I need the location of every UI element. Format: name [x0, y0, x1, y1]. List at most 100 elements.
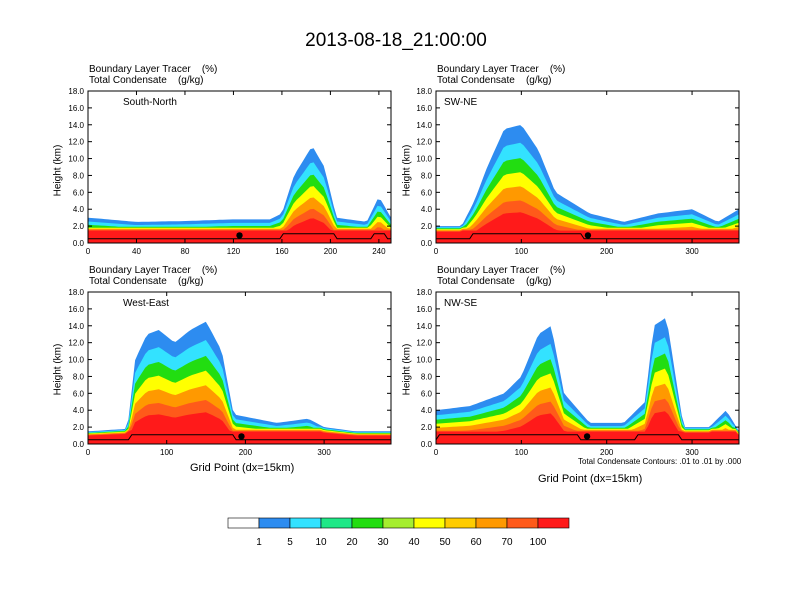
terrain-line [87, 233, 391, 241]
y-tick-label: 14.0 [416, 322, 432, 331]
colorbar-swatch [320, 517, 353, 529]
colorbar-swatch [289, 517, 322, 529]
colorbar-swatch [227, 517, 260, 529]
x-tick-label: 0 [86, 247, 91, 256]
colorbar: 1 5 10 20 30 40 50 60 70 100 [227, 517, 570, 548]
colorbar-swatch [444, 517, 477, 529]
contour-footnote: Total Condensate Contours: .01 to .01 by… [578, 457, 742, 466]
panel-title-line2: Total Condensate (g/kg) [437, 75, 552, 86]
location-marker [236, 232, 243, 239]
x-tick-label: 200 [600, 247, 614, 256]
plot-frame [435, 90, 740, 244]
x-tick-label: 100 [515, 247, 529, 256]
x-tick-label: 200 [600, 448, 614, 457]
y-tick-label: 10.0 [68, 356, 84, 365]
plot-frame [435, 291, 740, 445]
colorbar-label: 5 [287, 537, 293, 548]
location-marker [583, 433, 591, 440]
cross-section-plot: 0.0 2.0 4.0 6.0 8.0 10.0 12.0 14.0 16.0 18.0 0 100 2… [416, 288, 740, 457]
plot-area: 0.0 2.0 4.0 6.0 8.0 10.0 12.0 14.0 16.0 18.0 0 100 2… [416, 288, 740, 457]
y-tick-label: 14.0 [68, 322, 84, 331]
tracer-band [436, 212, 739, 243]
y-tick-label: 4.0 [73, 406, 85, 415]
colorbar-label: 1 [256, 537, 262, 548]
y-tick-label: 0.0 [73, 239, 85, 248]
y-axis-label: Height (km) [401, 343, 413, 396]
plot-area: 0.0 2.0 4.0 6.0 8.0 10.0 12.0 14.0 16.0 18.0 0 100 2… [416, 87, 740, 256]
y-tick-label: 0.0 [421, 239, 433, 248]
tracer-field [436, 125, 739, 243]
panel-label: South-North [123, 97, 177, 108]
y-tick-label: 10.0 [416, 356, 432, 365]
location-marker [584, 232, 592, 239]
x-tick-label: 80 [181, 247, 190, 256]
panel-title-line2: Total Condensate (g/kg) [89, 276, 204, 287]
panel-title-line2: Total Condensate (g/kg) [89, 75, 204, 86]
y-tick-label: 12.0 [416, 138, 432, 147]
colorbar-label: 30 [377, 537, 389, 548]
y-tick-label: 12.0 [416, 339, 432, 348]
y-tick-label: 14.0 [68, 121, 84, 130]
y-tick-label: 16.0 [68, 104, 84, 113]
x-tick-label: 0 [434, 448, 439, 457]
y-tick-label: 8.0 [421, 171, 433, 180]
y-tick-label: 8.0 [73, 372, 85, 381]
colorbar-label: 10 [315, 537, 327, 548]
y-tick-label: 2.0 [73, 222, 85, 231]
y-tick-label: 18.0 [68, 288, 84, 297]
x-tick-label: 0 [434, 247, 439, 256]
y-tick-label: 18.0 [416, 87, 432, 96]
location-marker [238, 433, 245, 440]
x-axis-label: Grid Point (dx=15km) [190, 462, 295, 474]
x-tick-label: 100 [515, 448, 529, 457]
panel-title-line1: Boundary Layer Tracer (%) [89, 64, 218, 75]
plot-frame [87, 90, 392, 244]
y-tick-label: 12.0 [68, 138, 84, 147]
tracer-field [88, 321, 391, 444]
y-tick-label: 4.0 [73, 205, 85, 214]
colorbar-label: 70 [501, 537, 513, 548]
panel-label: SW-NE [444, 97, 477, 108]
y-tick-label: 2.0 [73, 423, 85, 432]
tracer-field [88, 148, 391, 243]
y-tick-label: 4.0 [421, 406, 433, 415]
y-axis-label: Height (km) [401, 144, 413, 197]
plot-area: 0.0 2.0 4.0 6.0 8.0 10.0 12.0 14.0 16.0 18.0 0 40 80… [68, 87, 392, 256]
y-tick-label: 16.0 [416, 104, 432, 113]
y-tick-label: 18.0 [68, 87, 84, 96]
colorbar-label: 100 [530, 537, 547, 548]
terrain-line [435, 233, 739, 241]
plot-frame [87, 291, 392, 445]
y-tick-label: 14.0 [416, 121, 432, 130]
panel-title-line1: Boundary Layer Tracer (%) [89, 265, 218, 276]
y-tick-label: 6.0 [73, 188, 85, 197]
y-axis-label: Height (km) [52, 343, 64, 396]
colorbar-swatch [475, 517, 508, 529]
y-tick-label: 2.0 [421, 222, 433, 231]
figure-title: 2013-08-18_21:00:00 [305, 30, 487, 51]
y-axis-label: Height (km) [52, 144, 64, 197]
x-tick-label: 200 [324, 247, 338, 256]
colorbar-label: 60 [470, 537, 482, 548]
y-tick-label: 2.0 [421, 423, 433, 432]
colorbar-swatch [258, 517, 291, 529]
cross-section-plot: 0.0 2.0 4.0 6.0 8.0 10.0 12.0 14.0 16.0 18.0 0 100 2… [416, 87, 740, 256]
x-tick-label: 300 [317, 448, 331, 457]
y-tick-label: 6.0 [421, 188, 433, 197]
colorbar-swatch [506, 517, 539, 529]
panel-title-line2: Total Condensate (g/kg) [437, 276, 552, 287]
panel-label: West-East [123, 298, 169, 309]
y-tick-label: 18.0 [416, 288, 432, 297]
x-axis-label: Grid Point (dx=15km) [538, 473, 643, 485]
y-tick-label: 0.0 [421, 440, 433, 449]
colorbar-label: 20 [346, 537, 358, 548]
x-tick-label: 160 [275, 247, 289, 256]
colorbar-label: 50 [439, 537, 451, 548]
colorbar-swatch [382, 517, 415, 529]
y-tick-label: 6.0 [73, 389, 85, 398]
colorbar-swatch [351, 517, 384, 529]
x-tick-label: 200 [239, 448, 253, 457]
terrain-line [435, 434, 739, 442]
y-tick-label: 4.0 [421, 205, 433, 214]
panel-title-line1: Boundary Layer Tracer (%) [437, 64, 566, 75]
